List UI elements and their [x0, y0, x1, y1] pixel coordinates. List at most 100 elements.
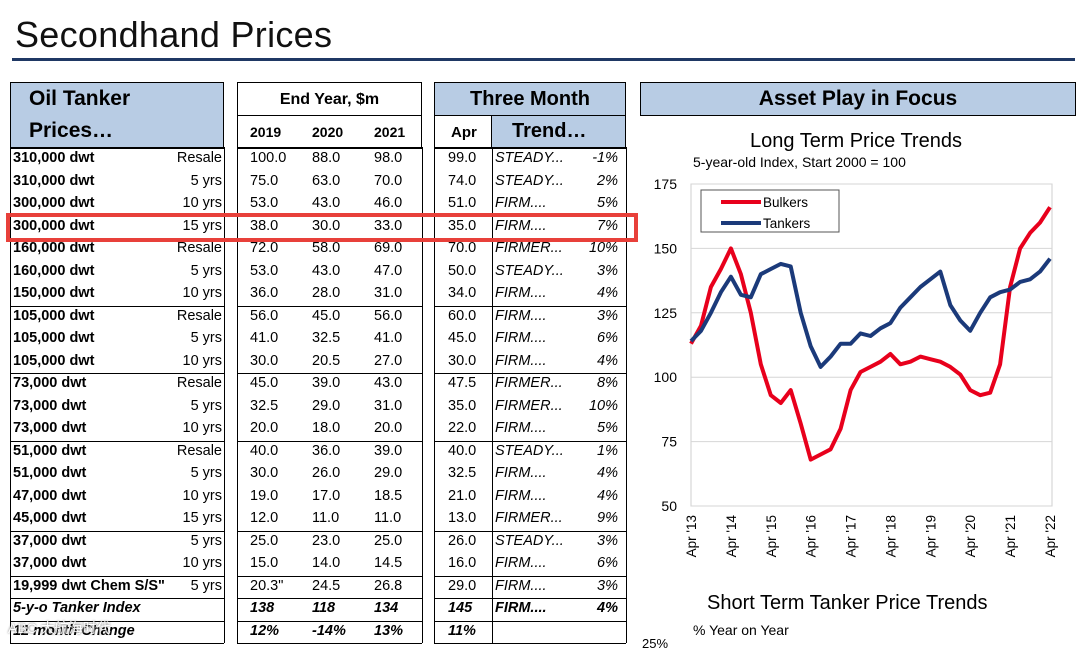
- table-cell-name: 12 month Change: [13, 622, 135, 639]
- table-cell-age: 5 yrs: [190, 172, 222, 189]
- x-tick-label: Apr '14: [724, 515, 739, 558]
- grid-hline: [434, 530, 626, 532]
- grid-hline: [434, 598, 626, 599]
- table-cell-y2020: 43.0: [312, 262, 341, 279]
- col-trend: Trend…: [512, 120, 587, 142]
- grid-vline: [422, 147, 423, 643]
- table-cell-trend: FIRMER...: [495, 510, 563, 526]
- table-cell-age: 5 yrs: [190, 397, 222, 414]
- table-cell-y2021: 25.0: [374, 532, 403, 549]
- table-cell-chg: 4%: [597, 285, 618, 301]
- table-cell-chg: 10%: [588, 240, 618, 256]
- grid-hline: [434, 148, 626, 149]
- table-cell-y2019: 53.0: [250, 262, 279, 279]
- table-cell-name: 19,999 dwt Chem S/S": [13, 577, 165, 594]
- table-cell-y2020: 30.0: [312, 217, 341, 234]
- table-cell-age: 10 yrs: [182, 487, 223, 504]
- x-tick-label: Apr '15: [764, 515, 779, 557]
- grid-hline: [10, 620, 224, 622]
- table-cell-apr: 47.5: [448, 375, 477, 391]
- table-cell-age: Resale: [176, 240, 222, 256]
- table-cell-y2020: 58.0: [312, 240, 341, 256]
- table-cell-chg: 5%: [597, 195, 618, 211]
- table-cell-name: 73,000 dwt: [13, 375, 87, 391]
- table-cell-y2020: 23.0: [312, 532, 341, 549]
- table-cell-chg: 3%: [597, 532, 618, 549]
- table-cell-apr: 50.0: [448, 262, 477, 279]
- table-cell-y2020: 14.0: [312, 555, 341, 571]
- table-cell-chg: 3%: [597, 307, 618, 324]
- table-cell-apr: 16.0: [448, 555, 477, 571]
- table-cell-y2020: 26.0: [312, 465, 341, 481]
- chart2-title: Short Term Tanker Price Trends: [707, 592, 988, 614]
- chart-title: Long Term Price Trends: [750, 130, 962, 152]
- table-cell-y2021: 31.0: [374, 285, 403, 301]
- table-cell-chg: 4%: [597, 487, 618, 504]
- table-cell-y2020: 88.0: [312, 150, 341, 166]
- table-cell-y2020: 28.0: [312, 285, 341, 301]
- x-tick-label: Apr '17: [844, 515, 859, 557]
- table-cell-y2019: 30.0: [250, 465, 279, 481]
- table-cell-trend: FIRM....: [495, 307, 547, 324]
- grid-hline: [10, 148, 224, 149]
- table-cell-y2019: 45.0: [250, 375, 279, 391]
- table-cell-chg: 2%: [597, 172, 618, 189]
- table-cell-trend: FIRMER...: [495, 397, 563, 414]
- table-cell-age: 5 yrs: [190, 577, 222, 594]
- table-cell-y2021: 29.0: [374, 465, 403, 481]
- table-cell-age: Resale: [176, 150, 222, 166]
- table-cell-apr: 70.0: [448, 240, 477, 256]
- grid-vline: [237, 147, 238, 643]
- table-cell-trend: STEADY...: [495, 262, 564, 279]
- table-cell-y2021: 47.0: [374, 262, 403, 279]
- table-cell-apr: 26.0: [448, 532, 477, 549]
- grid-hline: [10, 575, 224, 577]
- table-cell-y2021: 11.0: [374, 510, 402, 526]
- table-cell-chg: 6%: [597, 330, 618, 346]
- table-cell-y2020: -14%: [312, 622, 346, 639]
- table-cell-y2019: 20.3": [250, 577, 284, 594]
- grid-vline: [492, 147, 493, 643]
- y-tick-label: 175: [654, 176, 678, 192]
- table-cell-age: 10 yrs: [182, 195, 223, 211]
- series-line-bulkers: [689, 206, 1052, 462]
- x-tick-label: Apr '16: [804, 515, 819, 557]
- x-tick-label: Apr '20: [963, 515, 978, 557]
- table-cell-y2019: 38.0: [250, 217, 279, 234]
- table-cell-age: 5 yrs: [190, 465, 222, 481]
- table-cell-chg: 10%: [588, 397, 618, 414]
- table-cell-y2021: 14.5: [374, 555, 403, 571]
- table-cell-trend: FIRM....: [495, 285, 547, 301]
- table-cell-chg: 5%: [597, 420, 618, 436]
- table-cell-y2021: 39.0: [374, 442, 403, 459]
- table-cell-y2021: 33.0: [374, 217, 403, 234]
- table-cell-name: 105,000 dwt: [13, 307, 95, 324]
- grid-hline: [237, 305, 422, 307]
- table-cell-name: 300,000 dwt: [13, 217, 95, 234]
- col-2021: 2021: [374, 124, 406, 140]
- table-cell-age: 10 yrs: [182, 285, 223, 301]
- table-cell-y2019: 41.0: [250, 330, 279, 346]
- header-line1: Oil Tanker: [29, 87, 131, 110]
- watermark: ABC 大航海时代: [8, 620, 111, 636]
- y-tick-label: 50: [661, 498, 677, 514]
- table-cell-y2019: 56.0: [250, 307, 279, 324]
- page-title: Secondhand Prices: [15, 14, 333, 55]
- table-cell-age: 5 yrs: [190, 532, 222, 549]
- table-cell-y2019: 36.0: [250, 285, 279, 301]
- table-cell-y2019: 12%: [250, 622, 280, 639]
- table-cell-apr: 35.0: [448, 217, 477, 234]
- table-cell-y2020: 118: [312, 600, 336, 616]
- table-cell-name: 5-y-o Tanker Index: [13, 600, 141, 616]
- table-cell-age: 10 yrs: [182, 352, 223, 369]
- table-cell-chg: 3%: [597, 577, 618, 594]
- table-cell-trend: FIRM....: [495, 487, 547, 504]
- table-cell-apr: 29.0: [448, 577, 477, 594]
- table-cell-age: Resale: [176, 307, 222, 324]
- series-line-tankers: [689, 257, 1052, 369]
- table-cell-age: 15 yrs: [182, 217, 223, 234]
- table-cell-y2021: 31.0: [374, 397, 403, 414]
- table-cell-apr: 22.0: [448, 420, 477, 436]
- grid-hline: [237, 440, 422, 442]
- table-cell-y2020: 63.0: [312, 172, 341, 189]
